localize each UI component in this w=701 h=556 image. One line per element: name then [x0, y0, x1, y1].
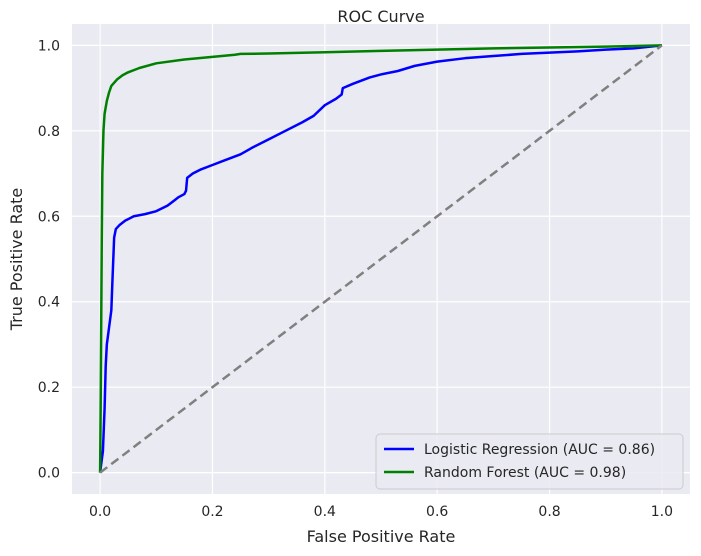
legend-entry: Random Forest (AUC = 0.98): [424, 465, 626, 481]
y-axis-label: True Positive Rate: [7, 188, 26, 332]
legend: Logistic Regression (AUC = 0.86) Random F…: [375, 433, 684, 490]
x-tick-label: 0.0: [89, 504, 111, 520]
y-tick-labels: 0.0 0.2 0.4 0.6 0.8 1.0: [38, 38, 60, 481]
x-tick-label: 0.4: [314, 504, 336, 520]
x-tick-label: 1.0: [651, 504, 673, 520]
series-group: [98, 44, 663, 474]
x-tick-label: 0.8: [538, 504, 560, 520]
y-tick-label: 1.0: [38, 38, 60, 54]
x-tick-label: 0.2: [201, 504, 223, 520]
legend-box: [375, 433, 684, 490]
legend-entry: Logistic Regression (AUC = 0.86): [424, 442, 655, 458]
y-tick-label: 0.4: [38, 295, 60, 311]
grid: [72, 24, 690, 494]
chart-title: ROC Curve: [337, 7, 424, 26]
series-line: [98, 44, 662, 473]
x-tick-labels: 0.0 0.2 0.4 0.6 0.8 1.0: [89, 504, 673, 520]
diagonal-reference-line: [99, 44, 663, 474]
x-axis-label: False Positive Rate: [307, 527, 456, 546]
y-tick-label: 0.6: [38, 209, 60, 225]
x-tick-label: 0.6: [426, 504, 448, 520]
series-line: [98, 44, 663, 473]
y-tick-label: 0.0: [38, 466, 60, 482]
y-tick-label: 0.8: [38, 124, 60, 140]
y-tick-label: 0.2: [38, 380, 60, 396]
